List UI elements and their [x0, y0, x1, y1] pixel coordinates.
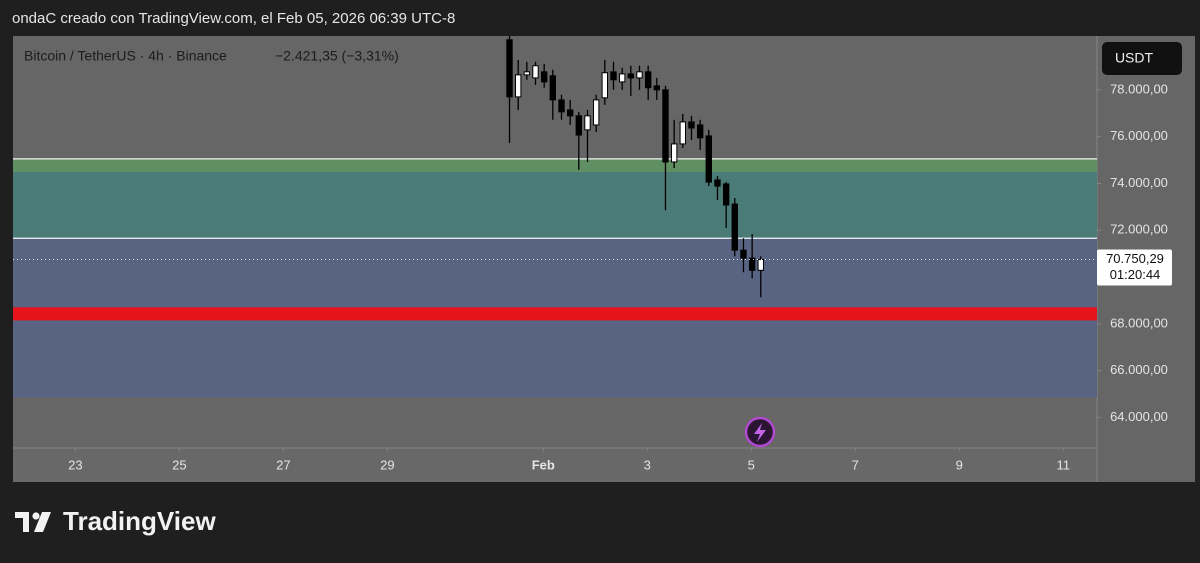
- lightning-icon[interactable]: [744, 416, 776, 448]
- x-tick-label: 3: [644, 457, 651, 472]
- y-tick-label: 74.000,00: [1110, 175, 1168, 190]
- candle-body: [696, 124, 704, 139]
- zone: [13, 172, 1097, 239]
- candle-body: [566, 109, 574, 117]
- x-tick-label: Feb: [532, 457, 555, 472]
- price-tag: [1097, 249, 1172, 286]
- candle-body: [679, 121, 686, 145]
- logo-mark-b: [32, 512, 40, 520]
- y-tick-label: 64.000,00: [1110, 409, 1168, 424]
- candle-body: [558, 99, 565, 113]
- candle-body: [636, 71, 643, 79]
- candle-body: [540, 71, 548, 83]
- y-tick-label: 66.000,00: [1110, 362, 1168, 377]
- candle-body: [610, 71, 617, 81]
- candle-body: [653, 85, 660, 91]
- candle-body: [731, 203, 738, 251]
- x-tick-label: 23: [68, 457, 82, 472]
- logo-mark-a: [15, 512, 29, 532]
- candle-body: [722, 183, 730, 206]
- currency-label: USDT: [1115, 50, 1154, 66]
- candle-body: [618, 73, 626, 83]
- y-tick-label: 72.000,00: [1110, 222, 1168, 237]
- symbol-title: Bitcoin / TetherUS · 4h · Binance: [24, 48, 227, 64]
- x-tick-label: 5: [748, 457, 755, 472]
- x-tick-label: 9: [956, 457, 963, 472]
- candle-body: [748, 257, 756, 271]
- candle-body: [584, 115, 591, 131]
- x-tick-label: 25: [172, 457, 186, 472]
- candle-body: [592, 99, 600, 126]
- candle-body: [575, 115, 583, 136]
- price-tag-label: 70.750,29: [1106, 251, 1164, 266]
- icon-bolt: [754, 423, 766, 442]
- candle-body: [532, 65, 539, 79]
- y-tick-label: 76.000,00: [1110, 128, 1168, 143]
- logo-text: TradingView: [63, 506, 216, 536]
- logo: TradingView: [15, 506, 216, 536]
- candle-body: [644, 71, 652, 89]
- candle-body: [662, 89, 669, 163]
- y-tick-label: 78.000,00: [1110, 81, 1168, 96]
- candle-body: [757, 259, 764, 271]
- x-tick-label: 27: [276, 457, 290, 472]
- zone: [13, 158, 1097, 173]
- candle-body: [506, 39, 513, 98]
- candle-body: [627, 73, 634, 79]
- candle-body: [670, 143, 678, 163]
- candle-body: [601, 72, 608, 99]
- header: ondaC creado con TradingView.com, el Feb…: [12, 10, 455, 27]
- candle-body: [549, 75, 557, 101]
- y-tick-label: 68.000,00: [1110, 315, 1168, 330]
- candle-body: [688, 121, 695, 129]
- zone: [13, 307, 1097, 321]
- countdown-label: 01:20:44: [1110, 267, 1161, 282]
- x-tick-label: 29: [380, 457, 394, 472]
- candle-body: [514, 74, 522, 98]
- logo-mark-c: [34, 512, 51, 532]
- x-tick-label: 11: [1056, 457, 1070, 472]
- x-axis-strip: [13, 448, 1097, 482]
- price-change: −2.421,35 (−3,31%): [275, 48, 399, 64]
- candle-body: [714, 179, 721, 187]
- candle-body: [740, 249, 747, 259]
- candle-body: [705, 135, 712, 183]
- candle-body: [523, 71, 531, 76]
- currency-button[interactable]: [1102, 42, 1182, 75]
- x-tick-label: 7: [852, 457, 859, 472]
